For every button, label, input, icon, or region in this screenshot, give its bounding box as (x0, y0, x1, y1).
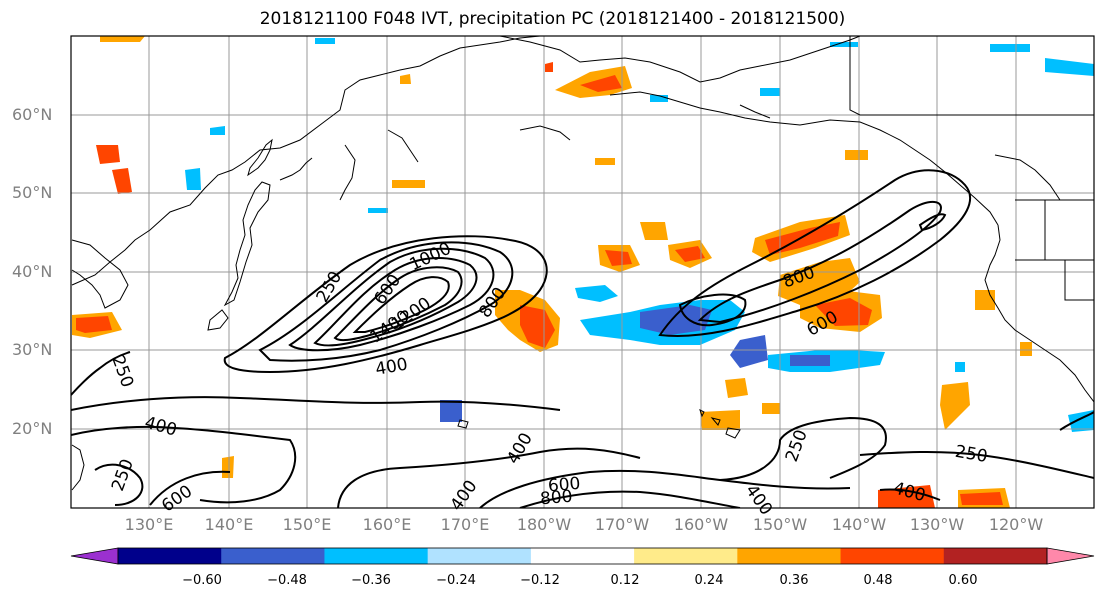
lon-label: 180°W (516, 515, 572, 534)
map-frame (70, 35, 1095, 509)
colorbar-segment (324, 548, 429, 564)
colorbar-segment (737, 548, 842, 564)
lon-label: 160°E (362, 515, 412, 534)
colorbar-segment (118, 548, 222, 564)
lat-label: 50°N (12, 183, 53, 202)
colorbar (70, 547, 1095, 565)
colorbar-tick-label: 0.24 (694, 573, 724, 588)
lon-label: 140°W (831, 515, 887, 534)
colorbar-tick-label: −0.48 (267, 573, 307, 588)
ivt-contours (71, 169, 1094, 508)
colorbar-segment (943, 548, 1048, 564)
coastlines (71, 36, 1094, 491)
contour-label: 600 (547, 474, 581, 497)
colorbar-tick-label: −0.12 (520, 573, 560, 588)
colorbar-segment (840, 548, 945, 564)
lon-label: 170°E (440, 515, 490, 534)
lat-label: 40°N (12, 262, 53, 281)
colorbar-tick-label: 0.12 (610, 573, 640, 588)
lon-label: 130°W (909, 515, 965, 534)
lon-label: 160°W (673, 515, 729, 534)
colorbar-tick-label: 0.60 (948, 573, 978, 588)
colorbar-extend-low (70, 547, 119, 565)
colorbar-segment (427, 548, 532, 564)
lon-label: 130°E (124, 515, 174, 534)
colorbar-tick-label: −0.36 (351, 573, 391, 588)
lat-label: 30°N (12, 340, 53, 359)
lon-label: 170°W (594, 515, 650, 534)
lon-label: 120°W (988, 515, 1044, 534)
lat-label: 20°N (12, 419, 53, 438)
lon-label: 150°W (752, 515, 808, 534)
colorbar-extend-high (1046, 547, 1095, 565)
colorbar-tick-label: 0.36 (779, 573, 809, 588)
colorbar-segment (530, 548, 635, 564)
lat-label: 60°N (12, 105, 53, 124)
map-title: 2018121100 F048 IVT, precipitation PC (2… (259, 9, 846, 29)
colorbar-tick-label: −0.24 (436, 573, 476, 588)
colorbar-tick-label: −0.60 (182, 573, 222, 588)
lon-label: 140°E (204, 515, 254, 534)
colorbar-segment (221, 548, 325, 564)
colorbar-segment (634, 548, 738, 564)
lon-label: 150°E (282, 515, 332, 534)
contour-label: 800 (539, 487, 573, 510)
colorbar-tick-label: 0.48 (863, 573, 893, 588)
